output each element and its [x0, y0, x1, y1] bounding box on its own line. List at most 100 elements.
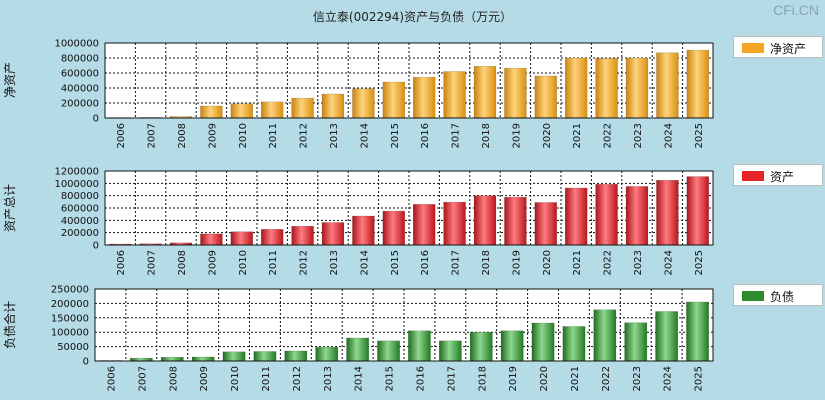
y-tick-label: 1000000	[54, 39, 99, 50]
bar-2021	[565, 187, 588, 246]
y-tick-label: 600000	[61, 69, 99, 80]
plot-border	[104, 170, 714, 246]
legend-label: 资产	[770, 170, 795, 184]
bar-2009	[200, 233, 223, 246]
bar-2018	[469, 331, 493, 362]
x-tick-label: 2024	[663, 123, 674, 148]
y-tick-label: 200000	[51, 299, 89, 310]
bar-2017	[443, 201, 466, 246]
x-tick-label: 2014	[359, 250, 370, 275]
bar-2018	[473, 195, 497, 246]
y-tick-label: 0	[93, 114, 99, 125]
plot-border	[94, 288, 714, 362]
bar-2010	[222, 351, 246, 362]
bar-2013	[321, 93, 345, 119]
plot-border	[104, 42, 714, 119]
x-tick-label: 2018	[477, 366, 488, 391]
x-tick-label: 2024	[663, 366, 674, 391]
x-tick-label: 2010	[238, 250, 249, 275]
bar-2023	[625, 186, 649, 246]
x-tick-label: 2018	[481, 250, 492, 275]
x-tick-label: 2016	[420, 123, 431, 148]
bar-2023	[624, 322, 648, 362]
legend-total-assets: 资产	[733, 164, 823, 186]
x-tick-label: 2006	[116, 123, 127, 148]
bar-2021	[565, 57, 588, 119]
legend-swatch	[742, 43, 764, 53]
bar-2016	[413, 76, 436, 119]
y-tick-label: 150000	[51, 313, 89, 324]
bar-2011	[261, 229, 284, 246]
x-tick-label: 2009	[207, 123, 218, 148]
bar-2015	[382, 210, 405, 246]
y-axis-label: 资产总计	[3, 184, 17, 232]
y-tick-label: 0	[83, 357, 89, 368]
x-tick-label: 2015	[390, 250, 401, 275]
x-tick-label: 2020	[542, 123, 553, 148]
x-tick-label: 2021	[572, 123, 583, 148]
x-tick-label: 2017	[451, 123, 462, 148]
legend-label: 净资产	[770, 42, 807, 56]
y-tick-label: 600000	[61, 204, 99, 215]
chart-panel-0: 0 200000 400000 600000 800000 1000000 2006 2007…	[3, 39, 714, 148]
x-tick-label: 2017	[446, 366, 457, 391]
bar-2024	[656, 52, 679, 119]
x-tick-label: 2013	[329, 250, 340, 275]
x-tick-label: 2021	[572, 250, 583, 275]
x-tick-label: 2020	[539, 366, 550, 391]
x-tick-label: 2007	[147, 250, 158, 275]
x-tick-label: 2022	[601, 366, 612, 391]
y-tick-label: 200000	[61, 228, 99, 239]
bar-2012	[284, 350, 308, 362]
brand-logo: CFi.CN	[773, 2, 819, 18]
x-tick-label: 2008	[177, 123, 188, 148]
x-tick-label: 2007	[147, 123, 158, 148]
legend-net-assets: 净资产	[733, 36, 823, 58]
x-tick-label: 2024	[663, 250, 674, 275]
x-tick-label: 2016	[415, 366, 426, 391]
y-axis-label: 负债合计	[2, 301, 17, 349]
x-tick-label: 2008	[177, 250, 188, 275]
bar-2008	[160, 357, 184, 362]
x-tick-label: 2012	[292, 366, 303, 391]
x-tick-label: 2013	[323, 366, 334, 391]
x-tick-label: 2025	[694, 366, 705, 391]
bar-2012	[291, 97, 314, 119]
y-tick-label: 800000	[61, 54, 99, 65]
x-tick-label: 2025	[694, 123, 705, 148]
x-tick-label: 2009	[207, 250, 218, 275]
y-tick-label: 1200000	[54, 167, 99, 178]
x-tick-label: 2014	[359, 123, 370, 148]
bar-2022	[595, 58, 618, 119]
bar-2017	[438, 340, 462, 362]
bar-2016	[413, 204, 436, 246]
bar-2025	[686, 301, 709, 362]
y-tick-label: 50000	[57, 342, 89, 353]
x-tick-label: 2011	[261, 366, 272, 391]
legend-swatch	[742, 291, 764, 301]
bar-2016	[408, 330, 431, 362]
x-tick-label: 2012	[299, 250, 310, 275]
bar-2014	[352, 215, 375, 246]
bar-2025	[686, 49, 709, 119]
bar-2019	[504, 67, 527, 119]
bar-2020	[534, 202, 557, 246]
y-tick-label: 200000	[61, 99, 99, 110]
x-tick-label: 2007	[137, 366, 148, 391]
chart-title: 信立泰(002294)资产与负债（万元）	[312, 10, 513, 24]
x-tick-label: 2010	[230, 366, 241, 391]
x-tick-label: 2008	[168, 366, 179, 391]
chart-panel-2: 0 50000 100000 150000 200000 250000 2006 2007 20…	[2, 285, 714, 391]
bar-2024	[656, 180, 679, 246]
y-tick-label: 0	[93, 241, 99, 252]
x-tick-label: 2017	[451, 250, 462, 275]
bar-2023	[625, 57, 649, 119]
legend-swatch	[742, 171, 764, 181]
bar-2019	[504, 196, 527, 246]
x-tick-label: 2014	[354, 366, 365, 391]
y-tick-label: 1000000	[54, 179, 99, 190]
bar-2011	[261, 101, 284, 119]
bar-2019	[500, 330, 524, 362]
bar-2014	[346, 337, 370, 362]
